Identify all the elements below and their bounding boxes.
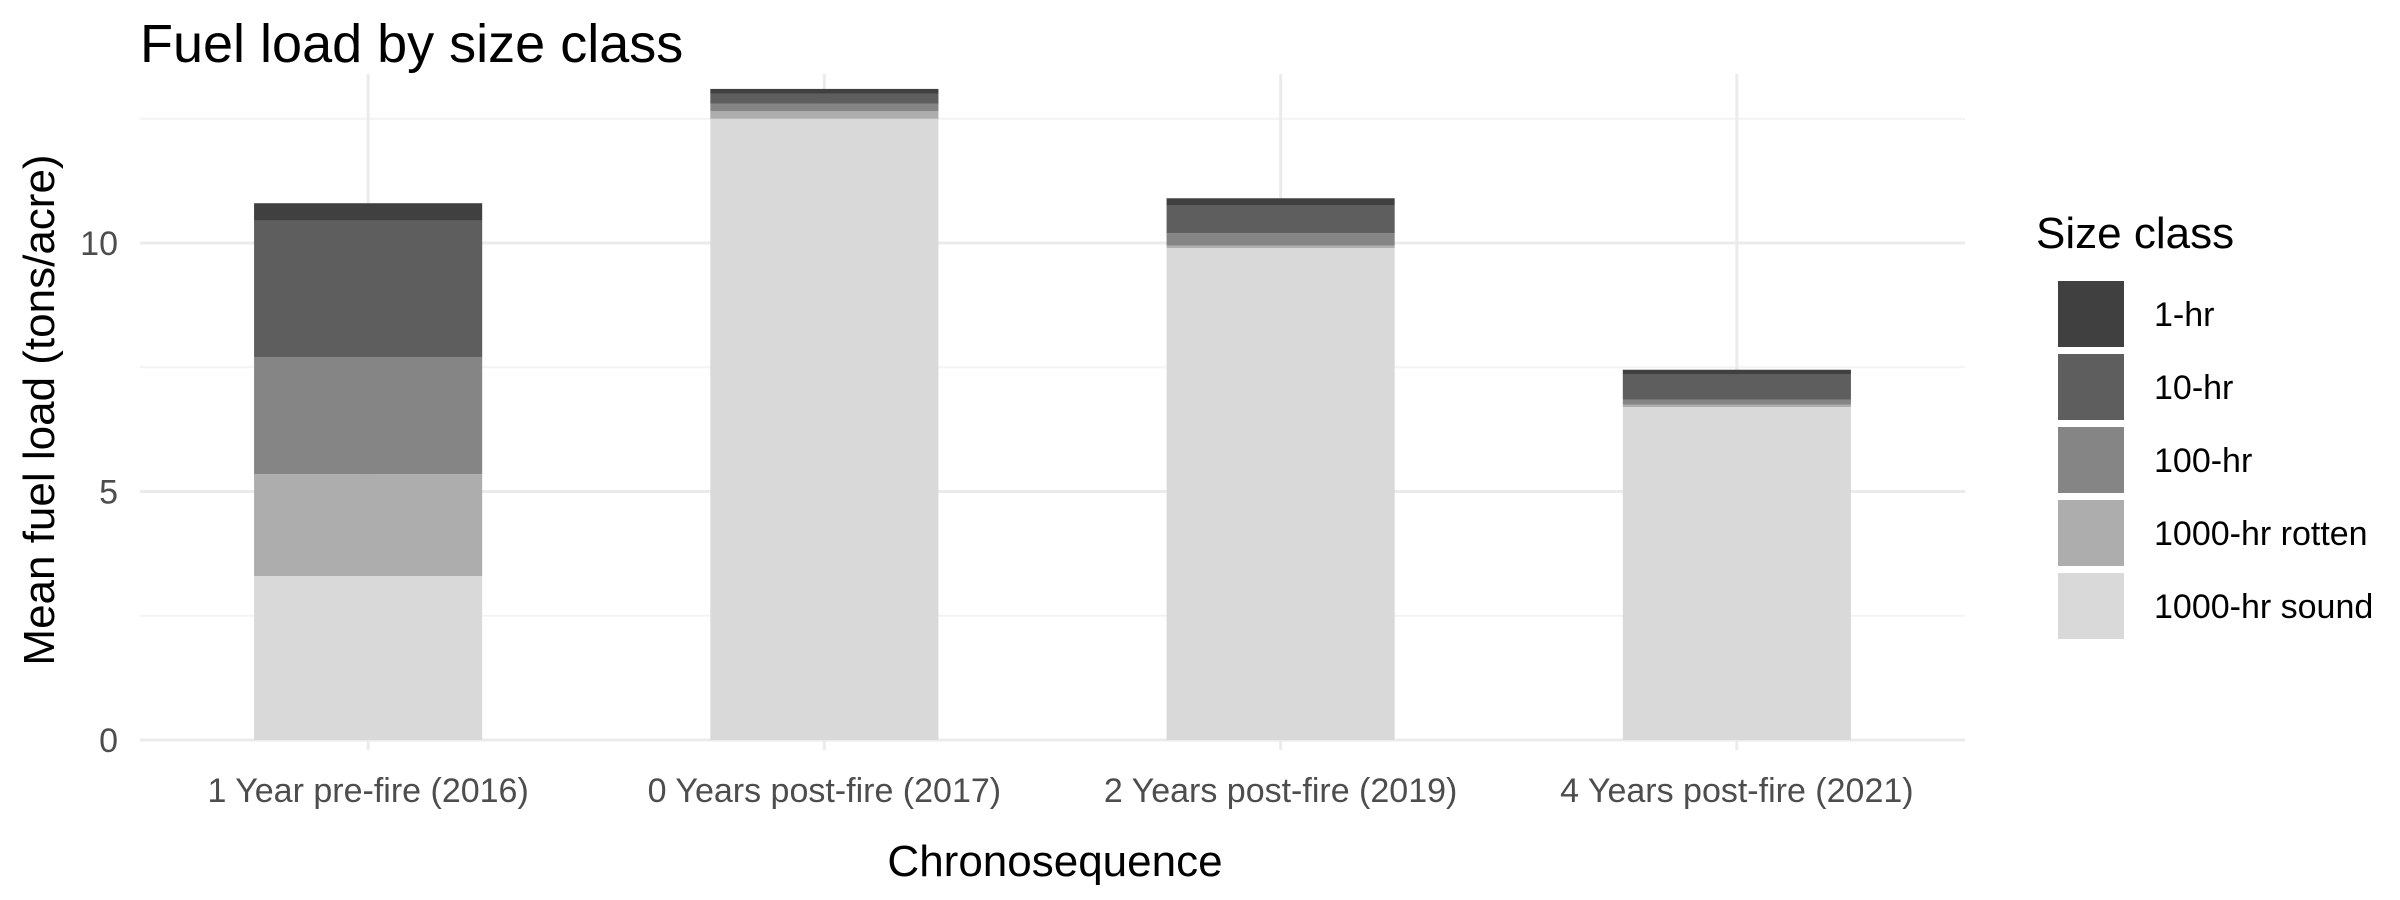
x-axis-ticks: 1 Year pre-fire (2016) 0 Years post-fire …	[207, 740, 1914, 810]
bar-segment	[1166, 247, 1395, 740]
legend-key	[2058, 281, 2124, 347]
bar-segment	[710, 88, 939, 94]
legend: Size class 1-hr 10-hr 100-hr 1000-hr rotten…	[2036, 209, 2373, 639]
y-tick-label: 10	[80, 225, 118, 263]
y-axis-title: Mean fuel load (tons/acre)	[15, 154, 64, 665]
y-tick-label: 0	[99, 722, 118, 760]
legend-label: 100-hr	[2154, 442, 2252, 480]
x-tick-label: 1 Year pre-fire (2016)	[207, 772, 528, 810]
legend-title: Size class	[2036, 209, 2234, 258]
bar-segment	[710, 118, 939, 741]
bar-segment	[1622, 407, 1851, 740]
x-axis-title: Chronosequence	[887, 837, 1222, 886]
bar-segment	[1166, 205, 1395, 234]
bar-segment	[254, 220, 483, 358]
legend-key	[2058, 427, 2124, 493]
bar-segment	[254, 474, 483, 576]
bar-segment	[710, 93, 939, 104]
x-tick-label: 0 Years post-fire (2017)	[648, 772, 1001, 810]
bar-segment	[254, 203, 483, 221]
legend-label: 1000-hr rotten	[2154, 515, 2368, 553]
bar-segment	[1622, 369, 1851, 375]
x-tick-label: 4 Years post-fire (2021)	[1560, 772, 1913, 810]
bar-segment	[1622, 404, 1851, 407]
bar-segment	[1622, 374, 1851, 400]
bar-stack	[254, 203, 483, 740]
legend-label: 10-hr	[2154, 369, 2233, 407]
y-tick-label: 5	[99, 473, 118, 511]
bar-segment	[1166, 233, 1395, 246]
bar-stack	[710, 88, 939, 741]
legend-key	[2058, 500, 2124, 566]
bar-segment	[710, 111, 939, 119]
legend-label: 1000-hr sound	[2154, 588, 2373, 626]
bar-segment	[1166, 198, 1395, 206]
x-tick-label: 2 Years post-fire (2019)	[1104, 772, 1457, 810]
chart-title: Fuel load by size class	[140, 14, 683, 74]
legend-label: 1-hr	[2154, 296, 2214, 334]
bar-segment	[254, 575, 483, 740]
bar-segment	[254, 357, 483, 475]
bar-segment	[710, 103, 939, 112]
bars	[254, 88, 1851, 741]
bar-stack	[1622, 369, 1851, 740]
bar-segment	[1166, 245, 1395, 248]
bar-segment	[1622, 399, 1851, 405]
bar-stack	[1166, 198, 1395, 740]
y-axis-ticks: 0 5 10	[80, 225, 118, 760]
legend-key	[2058, 573, 2124, 639]
legend-key	[2058, 354, 2124, 420]
